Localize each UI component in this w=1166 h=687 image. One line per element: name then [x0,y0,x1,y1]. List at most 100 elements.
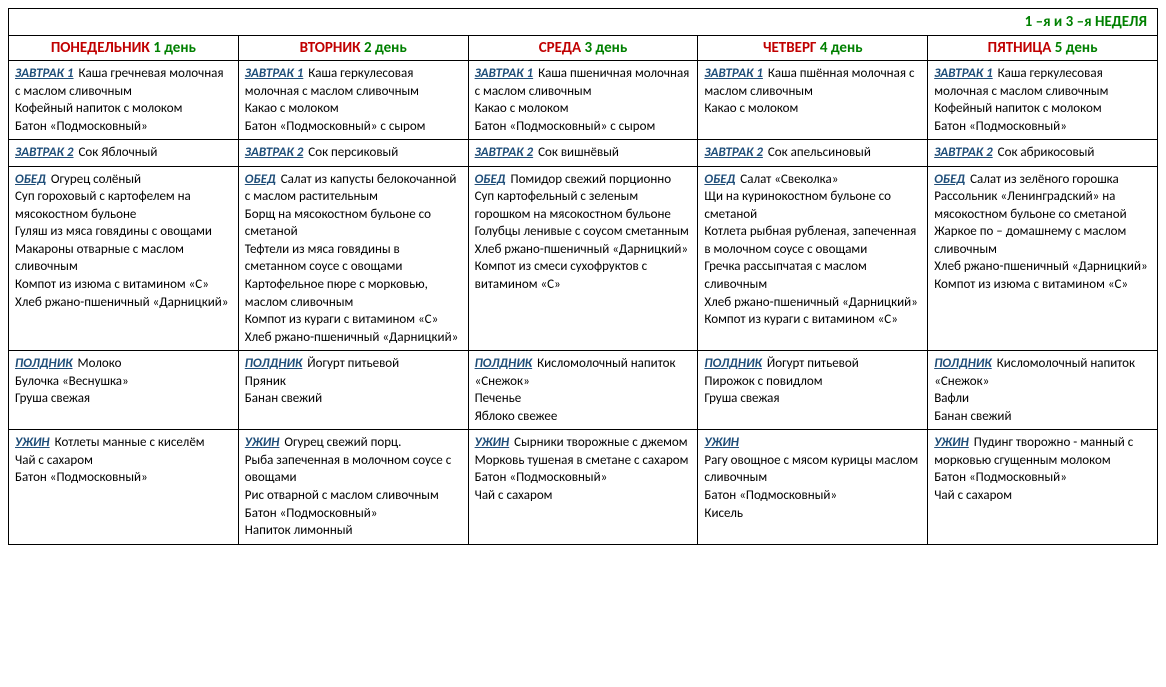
meal-row-lunch: ОБЕД Огурец солёныйСуп гороховый с карто… [9,166,1158,350]
meal-item: Чай с сахаром [934,487,1151,505]
meal-item: Сок абрикосовый [998,145,1095,160]
meal-item: Чай с сахаром [475,487,692,505]
meal-item: Батон «Подмосковный» с сыром [475,118,692,136]
meal-label: ЗАВТРАК 1 [15,66,74,81]
meal-cell: ЗАВТРАК 1 Каша пшеничная молочная с масл… [468,61,698,140]
meal-cell: УЖИН Котлеты манные с киселёмЧай с сахар… [9,430,239,544]
meal-item: Йогурт питьевой [767,356,859,371]
meal-cell-text: ЗАВТРАК 1 Каша пшённая молочная с маслом… [704,65,921,118]
meal-label: ПОЛДНИК [15,356,73,371]
meal-item: Хлеб ржано-пшеничный «Дарницкий» [704,294,921,312]
meal-cell: УЖИН Пудинг творожно - манный с морковью… [928,430,1158,544]
meal-item: Хлеб ржано-пшеничный «Дарницкий» [934,258,1151,276]
meal-item: Борщ на мясокостном бульоне со сметаной [245,206,462,241]
meal-item: Груша свежая [704,390,921,408]
meal-item: Батон «Подмосковный» [15,118,232,136]
meal-item: Напиток лимонный [245,522,462,540]
meal-label: ЗАВТРАК 2 [245,145,304,160]
meal-label: ЗАВТРАК 2 [15,145,74,160]
meal-cell: УЖИН Рагу овощное с мясом курицы маслом … [698,430,928,544]
meal-item: Гречка рассыпчатая с маслом сливочным [704,258,921,293]
meal-item: Батон «Подмосковный» [704,487,921,505]
day-number: 3 день [584,39,627,57]
meal-label: ЗАВТРАК 2 [934,145,993,160]
meal-label: ЗАВТРАК 1 [475,66,534,81]
days-row: ПОНЕДЕЛЬНИК 1 деньВТОРНИК 2 деньСРЕДА 3 … [9,36,1158,61]
meal-item: Жаркое по – домашнему с маслом сливочным [934,223,1151,258]
meal-cell: ЗАВТРАК 1 Каша гречневая молочная с масл… [9,61,239,140]
meal-item: Хлеб ржано-пшеничный «Дарницкий» [15,294,232,312]
meal-cell: ЗАВТРАК 1 Каша геркулесовая молочная с м… [928,61,1158,140]
meal-cell-text: ЗАВТРАК 1 Каша гречневая молочная с масл… [15,65,232,135]
meal-item: Макароны отварные с маслом сливочным [15,241,232,276]
meal-cell: ЗАВТРАК 2 Сок абрикосовый [928,140,1158,167]
meal-row-breakfast2: ЗАВТРАК 2 Сок ЯблочныйЗАВТРАК 2 Сок перс… [9,140,1158,167]
meal-item: Какао с молоком [245,100,462,118]
meal-cell: ЗАВТРАК 2 Сок вишнёвый [468,140,698,167]
meal-item: Морковь тушеная в сметане с сахаром [475,452,692,470]
meal-item: Батон «Подмосковный» [15,469,232,487]
meal-label: ЗАВТРАК 2 [704,145,763,160]
meal-item: Кисель [704,505,921,523]
meal-item: Молоко [78,356,122,371]
meal-cell-text: ЗАВТРАК 2 Сок апельсиновый [704,144,921,162]
meal-cell-text: УЖИН Пудинг творожно - манный с морковью… [934,434,1151,504]
meal-label: УЖИН [475,435,510,450]
meal-cell: ОБЕД Салат из зелёного горошкаРассольник… [928,166,1158,350]
meal-item: Котлеты манные с киселём [55,435,205,450]
meal-cell-text: ЗАВТРАК 1 Каша пшеничная молочная с масл… [475,65,692,135]
meal-cell-text: ЗАВТРАК 2 Сок Яблочный [15,144,232,162]
meal-cell: ЗАВТРАК 1 Каша геркулесовая молочная с м… [238,61,468,140]
meal-cell: ОБЕД Салат из капусты белокочанной с мас… [238,166,468,350]
day-name: ПЯТНИЦА [988,39,1052,57]
meal-item: Рис отварной с маслом сливочным [245,487,462,505]
meal-item: Огурец свежий порц. [284,435,401,450]
meal-item: Вафли [934,390,1151,408]
meal-label: ОБЕД [475,172,506,187]
meal-item: Тефтели из мяса говядины в сметанном соу… [245,241,462,276]
day-name: ЧЕТВЕРГ [763,39,816,57]
meal-cell-text: ПОЛДНИК Кисломолочный напиток «Снежок»Ва… [934,355,1151,425]
meal-cell: ПОЛДНИК Йогурт питьевойПирожок с повидло… [698,351,928,430]
meal-item: Яблоко свежее [475,408,692,426]
meal-label: УЖИН [934,435,969,450]
meal-item: Компот из изюма с витамином «С» [15,276,232,294]
menu-table: 1 –я и 3 –я НЕДЕЛЯ ПОНЕДЕЛЬНИК 1 деньВТО… [8,8,1158,545]
meal-cell-text: ЗАВТРАК 2 Сок абрикосовый [934,144,1151,162]
week-row: 1 –я и 3 –я НЕДЕЛЯ [9,9,1158,36]
day-number: 1 день [153,39,196,57]
meal-cell-text: ОБЕД Салат из зелёного горошкаРассольник… [934,171,1151,294]
meal-cell-text: УЖИН Рагу овощное с мясом курицы маслом … [704,434,921,522]
meal-cell: ОБЕД Салат «Свеколка»Щи на куринокостном… [698,166,928,350]
meal-item: Банан свежий [245,390,462,408]
day-header: ВТОРНИК 2 день [238,36,468,61]
meal-label: ПОЛДНИК [245,356,303,371]
meal-cell-text: УЖИН Котлеты манные с киселёмЧай с сахар… [15,434,232,487]
day-name: ПОНЕДЕЛЬНИК [51,39,150,57]
meal-item: Кофейный напиток с молоком [934,100,1151,118]
meal-cell: ПОЛДНИК Йогурт питьевойПряникБанан свежи… [238,351,468,430]
meal-item: Салат из зелёного горошка [970,172,1119,187]
meal-item: Рагу овощное с мясом курицы маслом сливо… [704,452,921,487]
meal-cell: УЖИН Огурец свежий порц.Рыба запеченная … [238,430,468,544]
meal-item: Булочка «Веснушка» [15,373,232,391]
meal-item: Какао с молоком [704,100,921,118]
day-header: ПОНЕДЕЛЬНИК 1 день [9,36,239,61]
meal-item: Кофейный напиток с молоком [15,100,232,118]
meal-label: ЗАВТРАК 1 [934,66,993,81]
meal-item: Пряник [245,373,462,391]
meal-item: Огурец солёный [51,172,141,187]
meal-label: ПОЛДНИК [475,356,533,371]
meal-item: Сырники творожные с джемом [514,435,687,450]
meal-label: УЖИН [704,435,739,450]
meal-cell-text: ЗАВТРАК 1 Каша геркулесовая молочная с м… [934,65,1151,135]
meal-cell-text: ОБЕД Салат «Свеколка»Щи на куринокостном… [704,171,921,329]
day-header: СРЕДА 3 день [468,36,698,61]
meal-item: Сок персиковый [308,145,398,160]
meal-item: Батон «Подмосковный» [475,469,692,487]
meal-row-dinner: УЖИН Котлеты манные с киселём Чай с сахар… [9,430,1158,544]
meal-label: ПОЛДНИК [704,356,762,371]
meal-cell-text: УЖИН Сырники творожные с джемом Морковь т… [475,434,692,504]
meal-label: ОБЕД [245,172,276,187]
meal-item: Помидор свежий порционно [511,172,672,187]
